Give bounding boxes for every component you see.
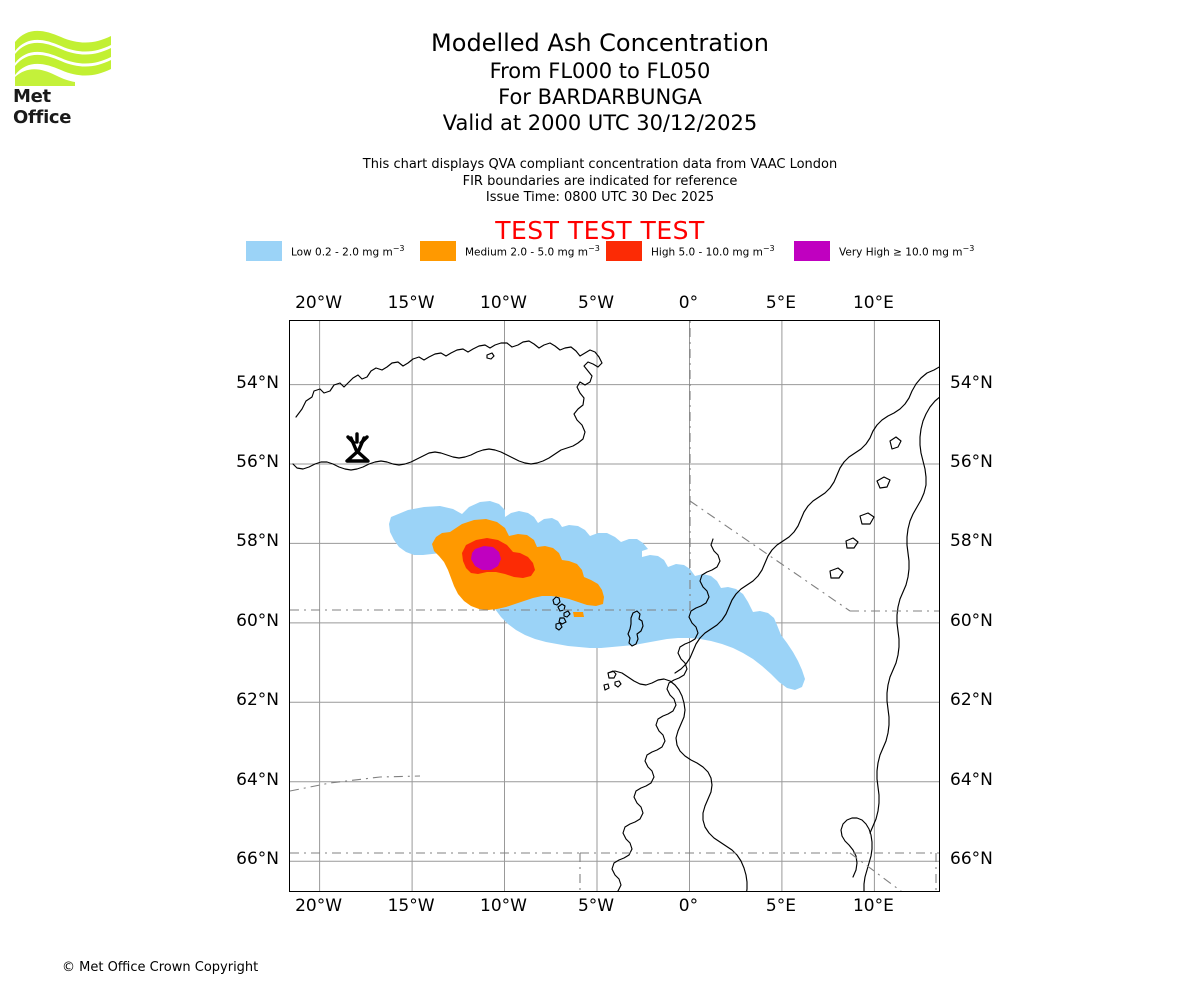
lon-tick-bottom-0: 20°W xyxy=(295,896,343,916)
ash-contour-very-high xyxy=(471,546,501,570)
lon-tick-bottom-6: 10°E xyxy=(852,896,894,916)
legend-swatch-very-high xyxy=(794,241,830,261)
legend-item-high: High 5.0 - 10.0 mg m−3 xyxy=(606,240,775,262)
lat-tick-left-6: 54°N xyxy=(236,372,279,393)
subtitle-qva-note: This chart displays QVA compliant concen… xyxy=(362,157,838,172)
test-banner: TEST TEST TEST xyxy=(495,216,705,245)
lon-tick-bottom-1: 15°W xyxy=(387,896,435,916)
legend-label-medium: Medium 2.0 - 5.0 mg m−3 xyxy=(465,243,600,259)
lon-tick-top-3: 5°W xyxy=(577,293,615,313)
lon-tick-bottom-3: 5°W xyxy=(577,896,615,916)
legend-label-very-high: Very High ≥ 10.0 mg m−3 xyxy=(839,243,975,259)
lat-tick-left-2: 62°N xyxy=(236,690,279,711)
coastline-faroe-4 xyxy=(558,617,567,625)
legend-swatch-low xyxy=(246,241,282,261)
title-volcano: For BARDARBUNGA xyxy=(498,85,702,109)
fir-boundary-shannon-arc xyxy=(290,775,421,792)
lon-tick-bottom-4: 0° xyxy=(678,896,699,916)
fir-boundary-denmark-diag xyxy=(849,852,902,891)
lat-tick-right-4: 58°N xyxy=(950,531,993,552)
subtitle-issue-time: Issue Time: 0800 UTC 30 Dec 2025 xyxy=(485,190,715,205)
copyright-text: © Met Office Crown Copyright xyxy=(62,960,259,975)
subtitle-block: This chart displays QVA compliant concen… xyxy=(0,157,1200,207)
title-flight-levels: From FL000 to FL050 xyxy=(489,59,711,83)
fir-boundary-norway-diag xyxy=(689,500,851,612)
lon-tick-top-2: 10°W xyxy=(480,293,527,313)
ash-concentration-map[interactable] xyxy=(289,320,940,892)
coastline-faroe-3 xyxy=(563,610,571,618)
fir-boundaries xyxy=(290,321,939,891)
lat-tick-right-5: 56°N xyxy=(950,452,993,472)
coastline-orkney-3 xyxy=(603,683,610,691)
legend-item-very-high: Very High ≥ 10.0 mg m−3 xyxy=(794,240,974,262)
legend-label-low: Low 0.2 - 2.0 mg m−3 xyxy=(291,243,405,259)
ash-contour-low-islet-1 xyxy=(584,548,597,558)
coastline-shetland xyxy=(627,610,644,647)
coastline-great-britain xyxy=(611,538,721,891)
legend-swatch-medium xyxy=(420,241,456,261)
lon-tick-top-1: 15°W xyxy=(387,293,435,313)
lon-tick-top-0: 20°W xyxy=(295,293,343,313)
lon-tick-bottom-5: 5°E xyxy=(765,896,796,916)
coastline-faroe-5 xyxy=(555,622,563,631)
ash-contour-medium-islet-1 xyxy=(573,612,584,617)
page-title: Modelled Ash Concentration xyxy=(431,29,769,57)
coastline-small-isles xyxy=(486,352,495,360)
logo-brand-text: Met Office xyxy=(13,86,72,128)
lat-tick-left-4: 58°N xyxy=(236,531,279,552)
lon-tick-top-6: 10°E xyxy=(852,293,894,313)
legend-item-low: Low 0.2 - 2.0 mg m−3 xyxy=(246,240,404,262)
lat-tick-left-5: 56°N xyxy=(236,452,279,472)
coastline-iceland xyxy=(292,340,603,471)
map-canvas xyxy=(290,321,939,891)
coastline-scotland xyxy=(607,670,748,891)
lon-tick-bottom-2: 10°W xyxy=(480,896,527,916)
coastline-denmark xyxy=(840,817,873,891)
legend-item-medium: Medium 2.0 - 5.0 mg m−3 xyxy=(420,240,600,262)
legend-label-high: High 5.0 - 10.0 mg m−3 xyxy=(651,243,775,259)
coastline-sweden-east xyxy=(869,396,939,834)
coastline-faroe-1 xyxy=(552,596,561,606)
lat-tick-right-1: 64°N xyxy=(950,769,993,790)
subtitle-fir-note: FIR boundaries are indicated for referen… xyxy=(462,173,738,189)
coastline-orkney-2 xyxy=(614,680,622,688)
coastline-faroe-2 xyxy=(557,603,566,612)
lat-tick-left-3: 60°N xyxy=(236,610,279,631)
lat-tick-right-0: 66°N xyxy=(950,849,993,870)
legend-swatch-high xyxy=(606,241,642,261)
lat-tick-right-2: 62°N xyxy=(950,690,993,711)
met-office-logo: Met Office xyxy=(13,28,113,128)
lon-tick-top-4: 0° xyxy=(678,293,699,313)
map-frame xyxy=(289,320,940,892)
lat-tick-right-6: 54°N xyxy=(950,372,993,393)
lat-tick-left-1: 64°N xyxy=(236,769,279,790)
title-block: Modelled Ash Concentration From FL000 to… xyxy=(0,28,1200,136)
lat-tick-right-3: 60°N xyxy=(950,610,993,631)
lon-tick-top-5: 5°E xyxy=(765,293,796,313)
coastline-norway-fjords xyxy=(829,436,902,579)
logo-waves-icon xyxy=(15,30,111,86)
coastline-norway xyxy=(674,366,939,674)
concentration-legend: Low 0.2 - 2.0 mg m−3 Medium 2.0 - 5.0 mg… xyxy=(246,240,996,262)
title-valid-time: Valid at 2000 UTC 30/12/2025 xyxy=(442,111,758,135)
volcano-marker-icon xyxy=(345,432,370,463)
lat-tick-left-0: 66°N xyxy=(236,849,279,870)
